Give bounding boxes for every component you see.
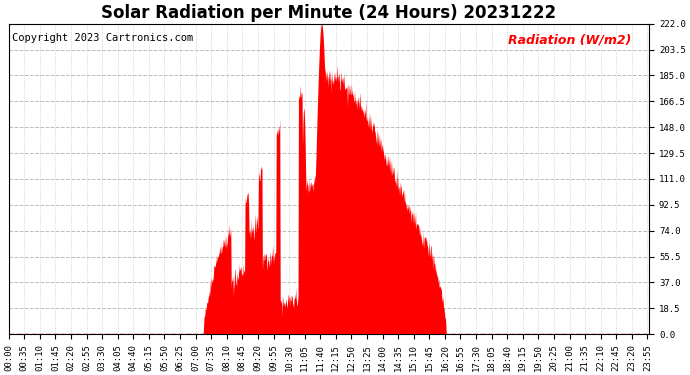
Text: Copyright 2023 Cartronics.com: Copyright 2023 Cartronics.com xyxy=(12,33,193,43)
Text: Radiation (W/m2): Radiation (W/m2) xyxy=(509,33,631,46)
Title: Solar Radiation per Minute (24 Hours) 20231222: Solar Radiation per Minute (24 Hours) 20… xyxy=(101,4,557,22)
